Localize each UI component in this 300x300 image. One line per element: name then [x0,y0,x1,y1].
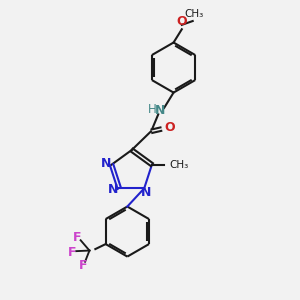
Text: O: O [176,15,187,28]
Text: F: F [73,231,81,244]
Text: F: F [79,259,88,272]
Text: N: N [154,104,165,117]
Text: N: N [108,183,118,196]
Text: CH₃: CH₃ [169,160,189,170]
Text: N: N [100,157,111,170]
Text: F: F [68,245,76,259]
Text: H: H [147,103,156,116]
Text: CH₃: CH₃ [184,9,204,19]
Text: O: O [164,122,175,134]
Text: N: N [140,186,151,199]
